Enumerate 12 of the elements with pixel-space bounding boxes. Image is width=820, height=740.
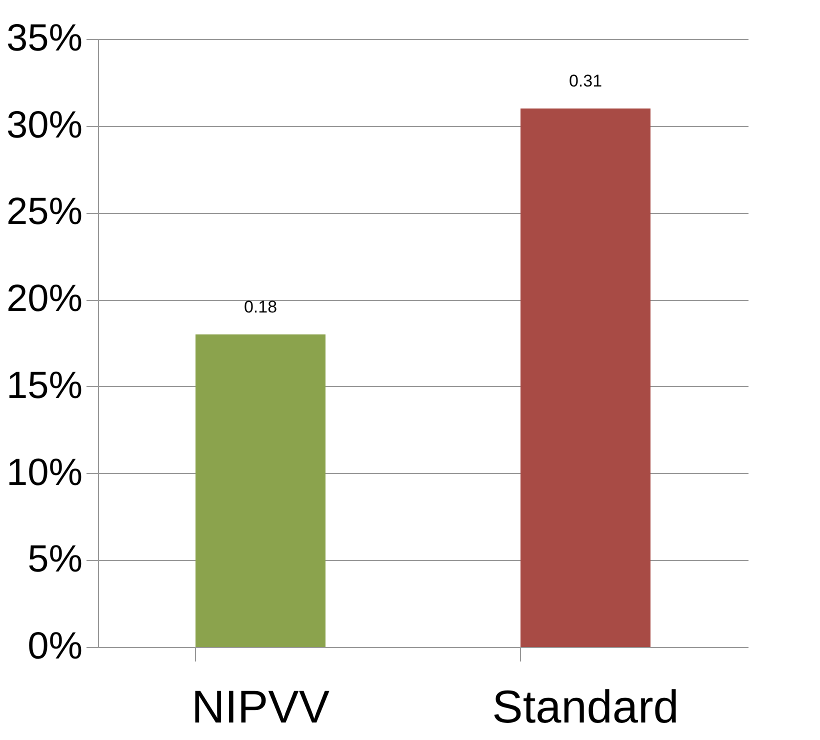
y-tick-label: 35% — [6, 18, 82, 60]
y-tick-label: 0% — [28, 626, 82, 668]
x-tick-label: Standard — [492, 680, 679, 732]
y-tick-label: 20% — [6, 278, 82, 320]
x-tick-label: NIPVV — [191, 680, 330, 732]
y-tick-label: 10% — [6, 452, 82, 494]
data-label: 0.18 — [244, 297, 278, 316]
y-tick-label: 5% — [28, 538, 82, 581]
y-tick-label: 25% — [6, 191, 82, 234]
data-label: 0.31 — [568, 71, 602, 90]
y-tick-label: 15% — [6, 364, 82, 407]
y-tick-label: 30% — [6, 104, 82, 146]
